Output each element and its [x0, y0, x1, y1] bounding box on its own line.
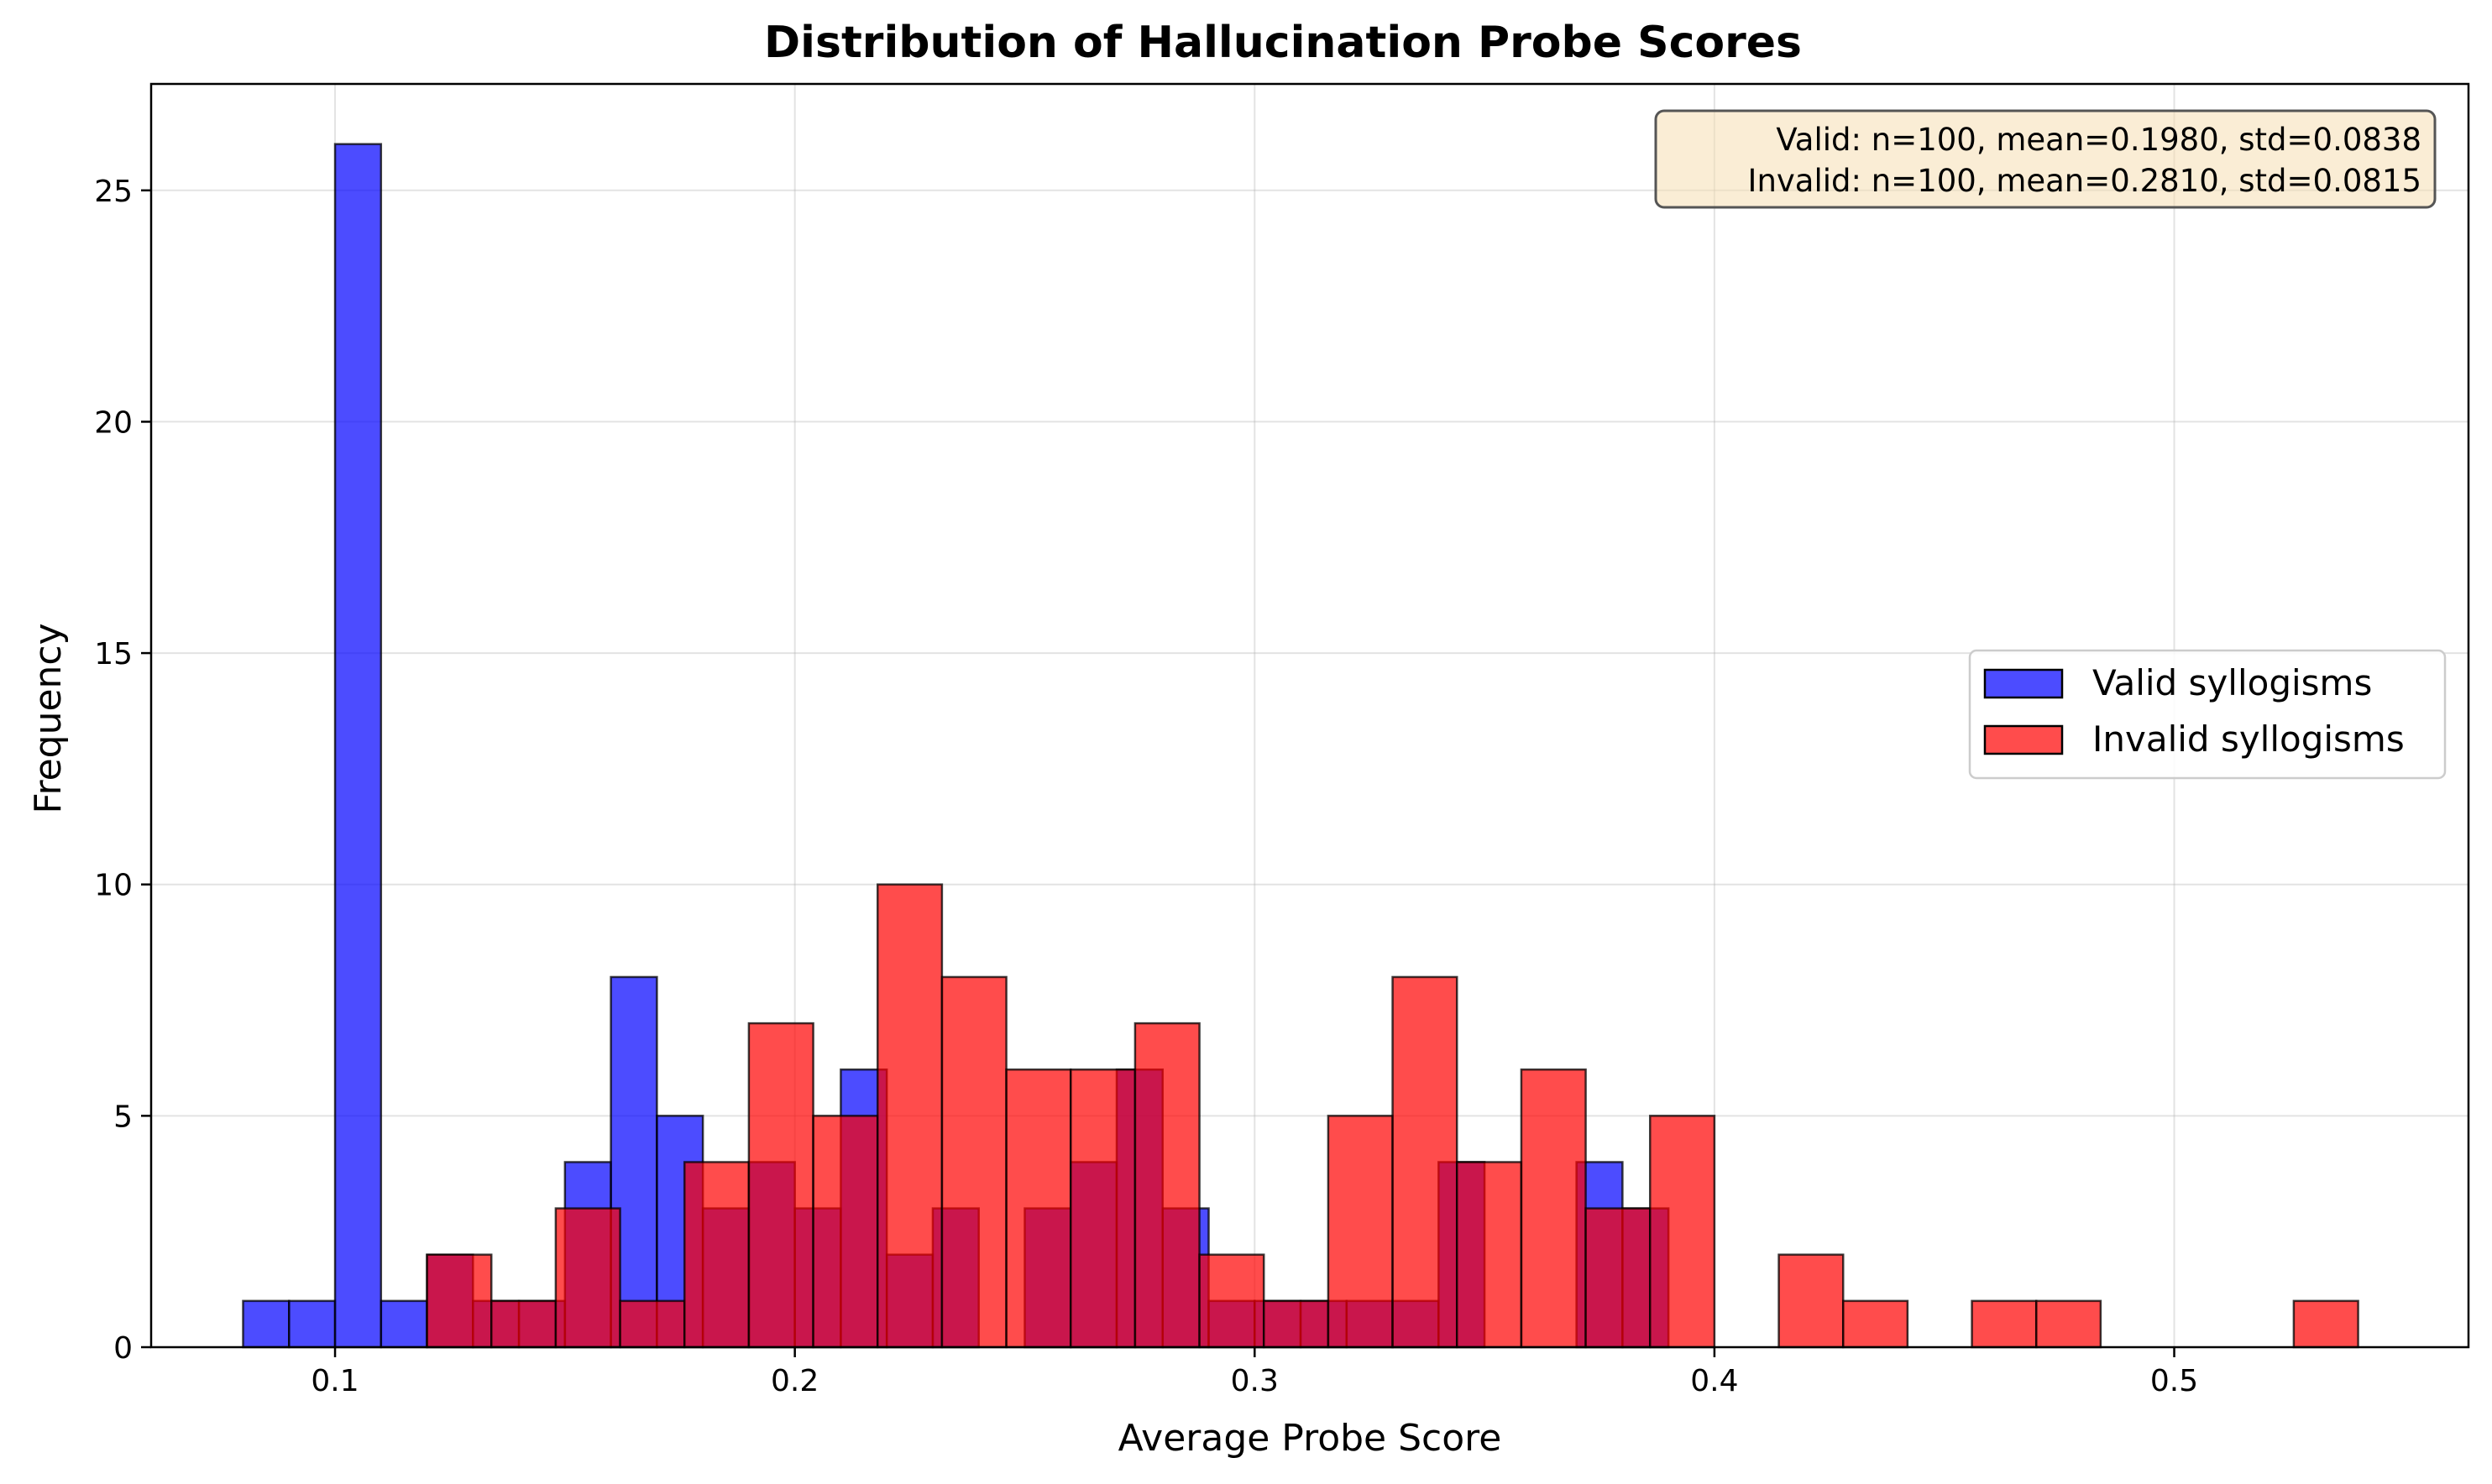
invalid-bar-0	[426, 1253, 493, 1349]
legend-label-valid: Valid syllogisms	[2092, 662, 2372, 703]
invalid-bar-19	[1648, 1115, 1716, 1349]
annotation-background	[1654, 109, 2437, 209]
invalid-bar-25	[2034, 1299, 2102, 1349]
invalid-bar-6	[812, 1115, 879, 1349]
legend-frame	[1968, 649, 2447, 780]
plot-frame	[149, 82, 2470, 1349]
invalid-bar-3	[619, 1299, 686, 1349]
invalid-bar-14	[1327, 1115, 1394, 1349]
valid-bar-2	[333, 143, 383, 1349]
invalid-series-bars	[426, 883, 2359, 1349]
legend-swatch-valid	[1983, 668, 2064, 699]
legend: Valid syllogisms Invalid syllogisms	[1968, 649, 2447, 780]
y-axis-ticks: 0 5 10 15 20 25	[94, 175, 151, 1366]
invalid-bar-22	[1841, 1299, 1909, 1349]
annotation-line-valid: Valid: n=100, mean=0.1980, std=0.0838	[1776, 122, 2421, 158]
x-tick-label-0: 0.1	[311, 1364, 359, 1398]
invalid-bar-15	[1391, 975, 1458, 1349]
invalid-bar-9	[1005, 1068, 1072, 1349]
invalid-bar-16	[1455, 1161, 1523, 1349]
invalid-bar-24	[1971, 1299, 2038, 1349]
invalid-bar-8	[940, 975, 1008, 1349]
valid-bar-0	[242, 1299, 291, 1349]
y-tick-label-4: 20	[94, 405, 133, 440]
annotation-line-invalid: Invalid: n=100, mean=0.2810, std=0.0815	[1748, 163, 2421, 199]
invalid-bar-17	[1520, 1068, 1587, 1349]
x-tick-label-3: 0.4	[1690, 1364, 1738, 1398]
y-tick-label-0: 0	[113, 1331, 133, 1366]
invalid-bar-1	[490, 1299, 558, 1349]
invalid-bar-5	[747, 1022, 814, 1349]
stats-annotation-box: Valid: n=100, mean=0.1980, std=0.0838 In…	[1654, 109, 2437, 209]
invalid-bar-11	[1133, 1022, 1201, 1349]
y-tick-label-3: 15	[94, 637, 133, 671]
valid-bar-1	[288, 1299, 337, 1349]
y-tick-label-1: 5	[113, 1100, 133, 1134]
x-tick-label-2: 0.3	[1231, 1364, 1279, 1398]
y-axis-label: Frequency	[27, 623, 70, 813]
chart-title: Distribution of Hallucination Probe Scor…	[764, 18, 1802, 68]
legend-label-invalid: Invalid syllogisms	[2092, 718, 2405, 760]
invalid-bar-7	[876, 883, 944, 1349]
invalid-bar-29	[2292, 1299, 2359, 1349]
x-axis-label: Average Probe Score	[1118, 1417, 1502, 1460]
x-tick-label-4: 0.5	[2150, 1364, 2198, 1398]
invalid-bar-18	[1584, 1207, 1652, 1349]
y-tick-label-2: 10	[94, 869, 133, 903]
invalid-bar-12	[1198, 1253, 1265, 1349]
x-axis-ticks: 0.1 0.2 0.3 0.4 0.5	[311, 1347, 2198, 1398]
x-tick-label-1: 0.2	[771, 1364, 819, 1398]
invalid-bar-2	[554, 1207, 621, 1349]
invalid-bar-10	[1069, 1068, 1137, 1349]
y-tick-label-5: 25	[94, 175, 133, 209]
invalid-bar-4	[683, 1161, 751, 1349]
valid-bar-3	[380, 1299, 428, 1349]
invalid-bar-13	[1262, 1299, 1330, 1349]
legend-swatch-invalid	[1983, 724, 2064, 755]
invalid-bar-21	[1777, 1253, 1845, 1349]
